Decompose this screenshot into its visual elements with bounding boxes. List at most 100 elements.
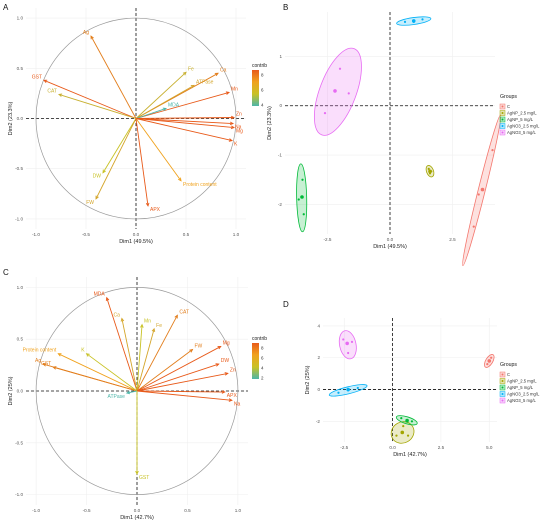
individual-point-c [486, 363, 489, 366]
x-tick-label: 5.0 [486, 445, 493, 450]
legend-tick-label: 2 [261, 376, 264, 381]
variable-label-fe: Fe [188, 66, 194, 72]
variable-label-fw: FW [195, 344, 203, 350]
variable-label-mn: Mn [231, 86, 238, 92]
panel-letter: C [3, 268, 9, 277]
arrow-head [135, 470, 139, 475]
loading-arrow-mg [136, 346, 221, 392]
legend-label-agnp-5-mg-l: AgNP_5 mg/L [507, 117, 534, 122]
loading-arrow-ca [121, 318, 138, 392]
variable-label-na: Na [235, 125, 242, 131]
individual-point-agno3-5-mg-l [347, 351, 350, 355]
x-tick-label: -0.5 [82, 232, 90, 237]
variable-label-apx: APX [150, 207, 161, 213]
loading-arrow-mg [135, 118, 235, 128]
y-tick-label: 4 [317, 323, 320, 328]
legend-title: contrib [252, 336, 267, 342]
y-tick-label: 0.5 [17, 66, 24, 71]
panel-a-variables-plot: A -1.0 -0.5 0.0 0.5 1.0 1.0 0.5 0.0 -0.5 -1.0 Dim1 … [3, 3, 267, 245]
y-tick-label: -2 [316, 419, 321, 424]
y-axis-label: Dim2 (23.3%) [8, 102, 14, 136]
individual-point-agnp-5-mg-l [400, 417, 403, 420]
variable-label-na: Na [234, 401, 241, 407]
y-tick-label: 2 [317, 355, 320, 360]
arrow-head [90, 35, 94, 40]
individual-point-c [477, 193, 480, 196]
x-tick-label: 0.5 [184, 508, 191, 513]
legend-key-dot [501, 380, 504, 382]
legend-label-agno3-2-5-mg-l: AgNO3_2.5 mg/L [507, 124, 540, 129]
y-tick-label: -1.0 [15, 216, 23, 221]
y-tick-label: 0.0 [17, 116, 24, 121]
variable-label-gst: GST [32, 74, 42, 80]
arrow-head [221, 390, 226, 394]
variable-label-gst2: GST [139, 475, 149, 481]
variable-label-ca: Ca [220, 67, 227, 73]
individual-point-agno3-2-5-mg-l [403, 20, 407, 23]
panel-letter: D [283, 300, 289, 309]
arrow-head [120, 317, 125, 322]
loading-arrow-mda [135, 108, 167, 119]
variable-label-protein-content: Protein content [23, 348, 57, 354]
loading-arrow-dw [136, 363, 219, 392]
variable-label-ca: Ca [113, 312, 120, 318]
individual-point-agnp-5-mg-l [302, 213, 305, 216]
loading-arrow-fw [136, 349, 193, 392]
legend-label-c: C [507, 104, 510, 109]
x-tick-label: 0.0 [133, 232, 140, 237]
individual-point-agnp-2-5-mg-l [406, 434, 410, 437]
x-tick-label: 0.0 [387, 237, 394, 242]
legend-label-agno3-2-5-mg-l: AgNO3_2.5 mg/L [507, 392, 540, 397]
y-tick-label: -0.5 [15, 440, 23, 445]
panel-c-variables-plot: C -1.0 -0.5 0.0 0.5 1.0 1.0 0.5 0.0 -0.5 -1.0 Dim1 … [3, 268, 267, 521]
variable-label-mn: Mn [144, 319, 151, 325]
loading-arrow-mn [136, 324, 143, 392]
loading-arrow-fe [136, 328, 155, 392]
x-tick-label: 0.0 [134, 508, 141, 513]
y-tick-label: 0 [317, 387, 320, 392]
arrow-head [228, 138, 234, 142]
group-centroid-agno3-2-5-mg-l [346, 387, 350, 392]
legend-title: Groups [500, 362, 517, 368]
panel-letter: A [3, 3, 9, 12]
legend-tick-label: 8 [261, 346, 264, 351]
arrow-head [182, 71, 187, 76]
group-centroid-agno3-5-mg-l [333, 89, 337, 93]
loading-arrow-dw [102, 118, 137, 173]
x-axis-label: Dim1 (49.5%) [373, 244, 407, 250]
variable-label-k: K [234, 142, 238, 148]
variable-label-mda: MDA [168, 102, 180, 108]
loading-arrow-ag [90, 35, 137, 119]
legend-label-agnp-2-5-mg-l: AgNP_2.5 mg/L [507, 379, 537, 384]
variable-label-dw: DW [221, 358, 230, 364]
individual-point-agno3-5-mg-l [350, 340, 354, 343]
variable-label-fw: FW [86, 200, 94, 206]
loading-arrow-apx [136, 390, 225, 393]
loading-arrow-gst [43, 79, 137, 119]
variable-label-dw: DW [93, 174, 102, 180]
loading-arrow-cat [136, 315, 178, 392]
variable-label-k: K [81, 348, 85, 354]
variable-label-ag: Ag [83, 30, 89, 36]
loading-arrow-apx [135, 118, 149, 206]
loading-arrow-gst [53, 366, 138, 392]
variable-label-mda: MDA [94, 292, 106, 298]
variable-label-zn: Zn [236, 111, 242, 117]
y-tick-label: 0 [279, 103, 282, 108]
individual-point-agno3-5-mg-l [347, 92, 350, 95]
arrow-head [42, 363, 47, 367]
x-tick-label: -2.5 [340, 445, 348, 450]
arrow-head [228, 398, 233, 402]
x-tick-label: -2.5 [324, 237, 332, 242]
x-tick-label: 2.5 [438, 445, 445, 450]
correlation-circle [35, 17, 237, 220]
loading-arrow-zn [136, 372, 228, 392]
y-tick-label: 0.5 [17, 337, 24, 342]
legend-key-dot [501, 131, 504, 134]
legend-key-dot [501, 373, 504, 376]
x-tick-label: 0.5 [183, 232, 190, 237]
y-tick-label: -1 [278, 153, 283, 158]
loading-arrow-na [135, 118, 234, 124]
group-centroid-agnp-5-mg-l [300, 195, 304, 199]
